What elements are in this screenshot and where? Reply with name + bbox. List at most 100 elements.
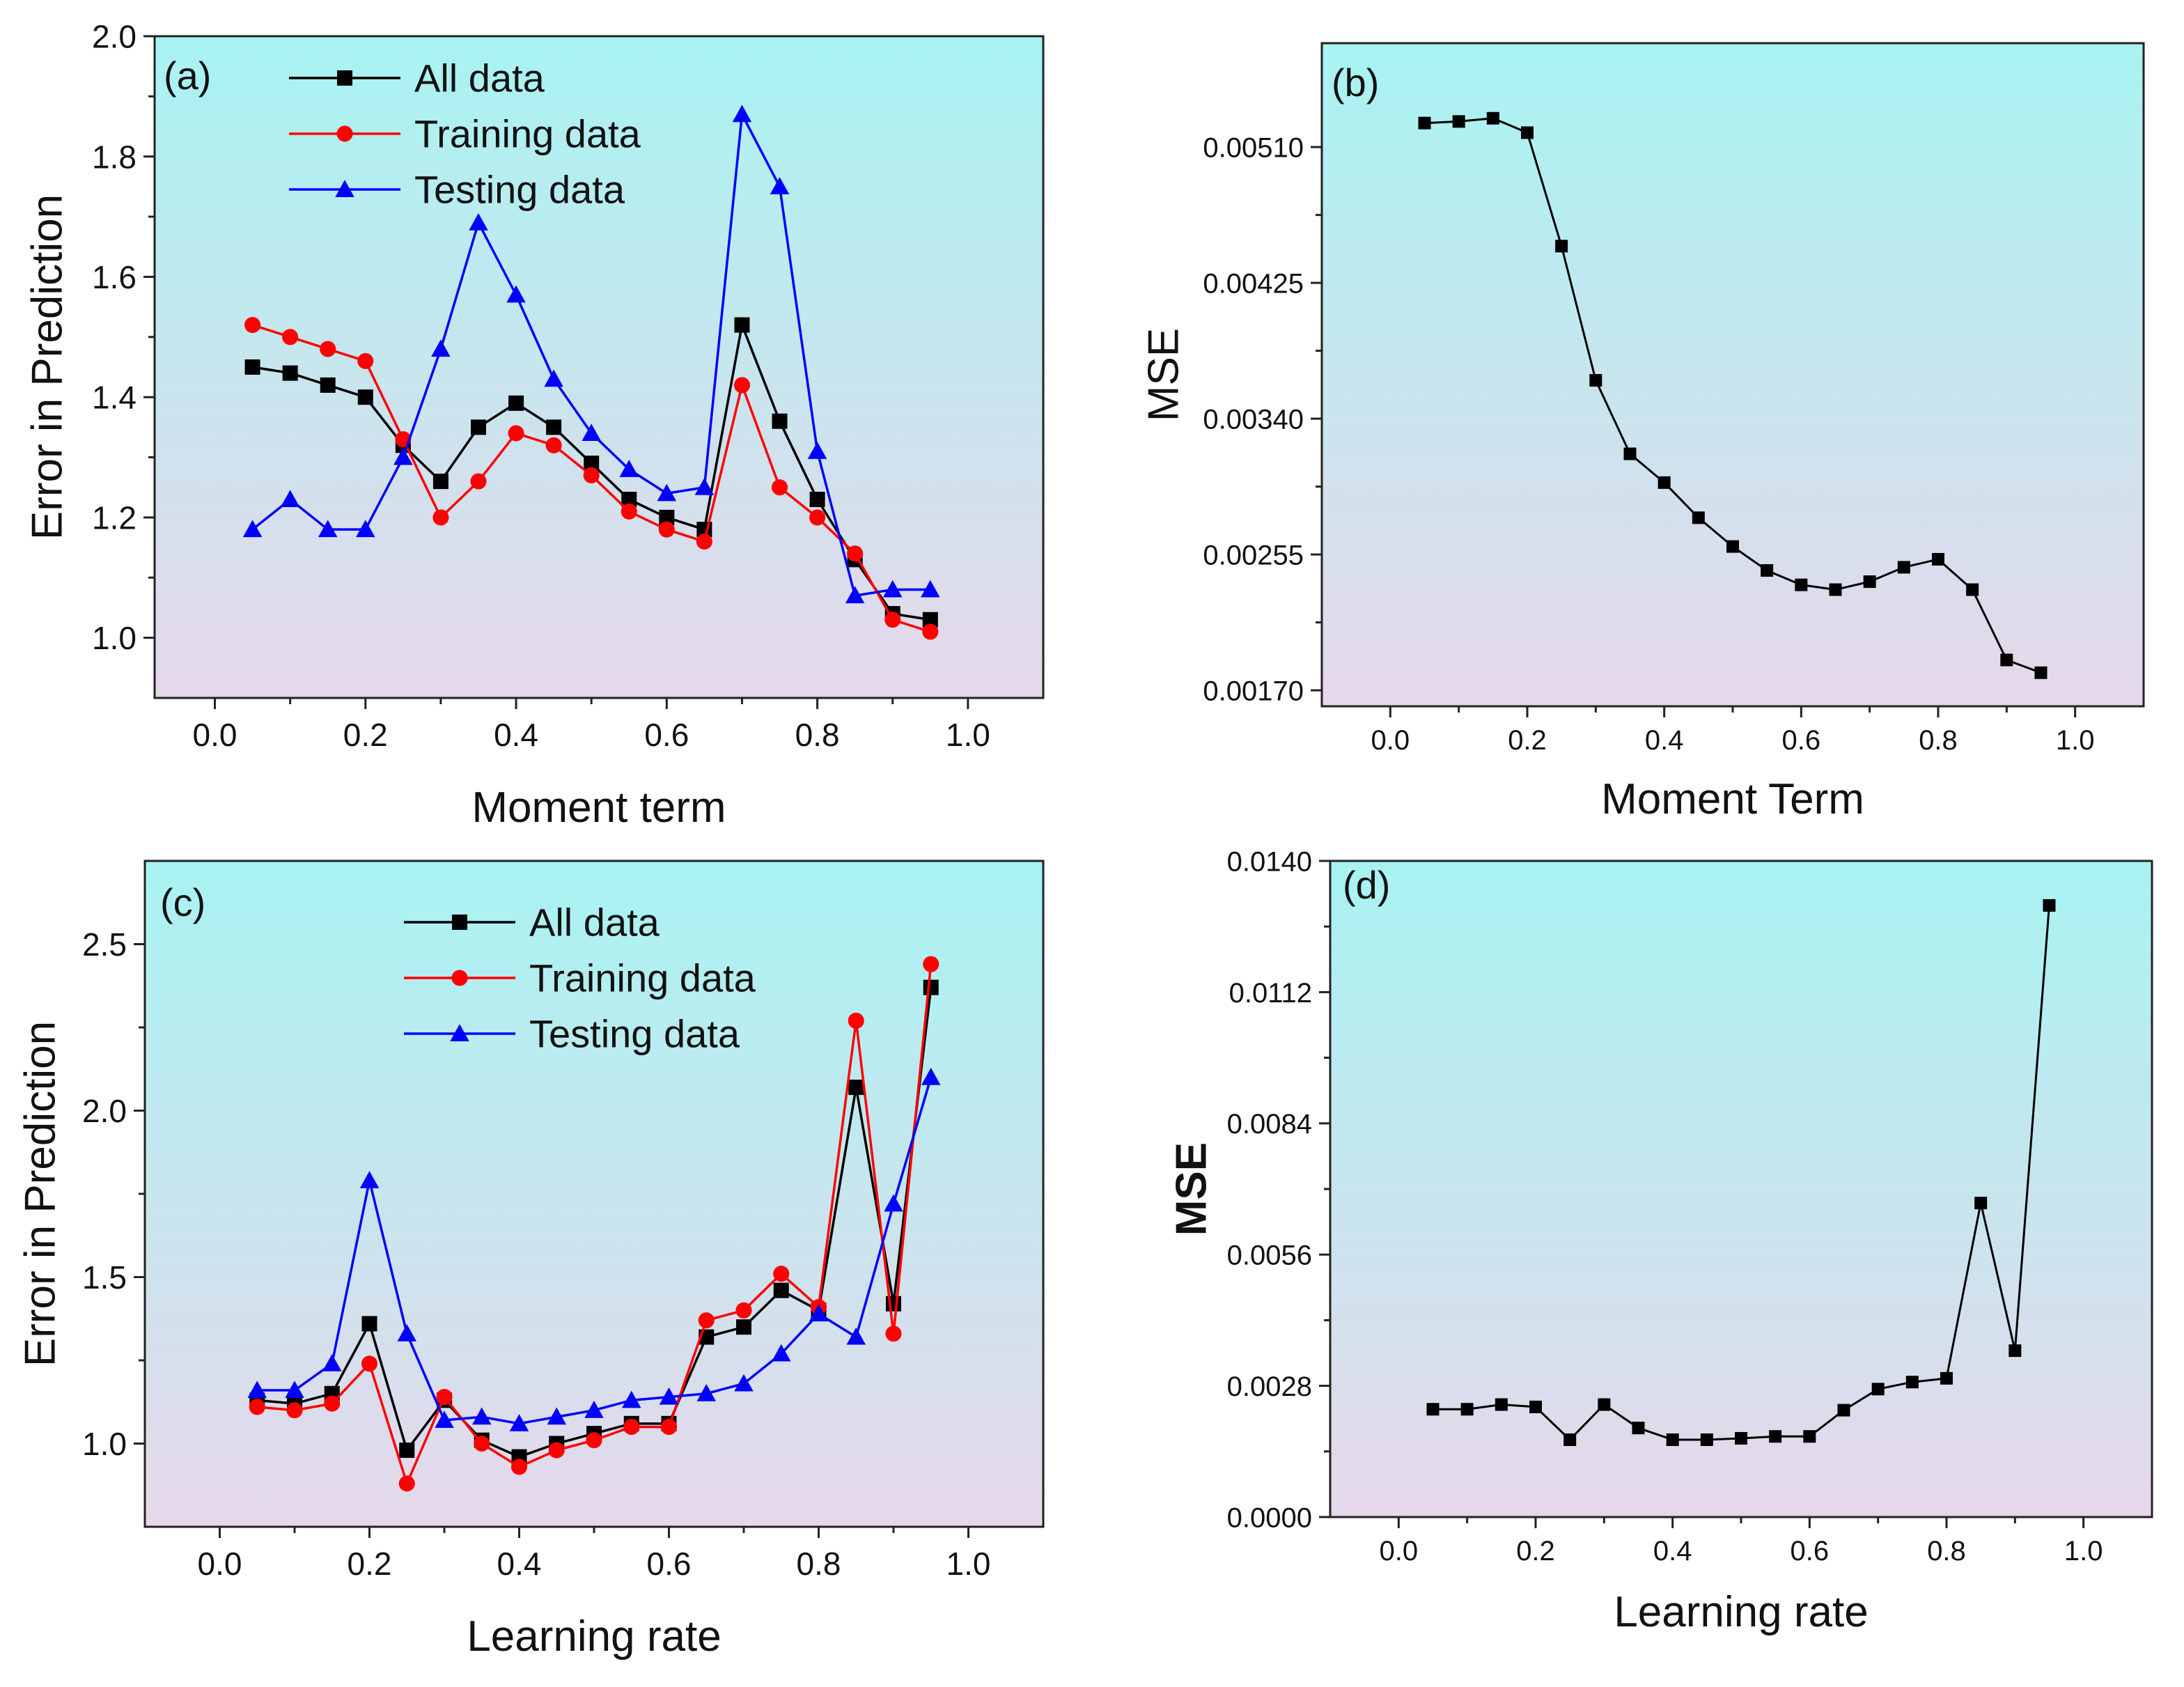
x-tick-label: 0.4 xyxy=(494,717,538,753)
x-tick-label: 0.0 xyxy=(1371,725,1410,756)
data-point xyxy=(771,479,788,496)
x-tick-label: 0.8 xyxy=(1919,725,1958,756)
data-point xyxy=(249,1399,265,1415)
data-point xyxy=(545,437,562,453)
data-point xyxy=(1966,583,1979,596)
data-point xyxy=(772,413,788,429)
y-tick-label: 0.00255 xyxy=(1203,540,1304,570)
y-tick-label: 1.4 xyxy=(92,380,136,416)
data-point xyxy=(320,377,336,393)
legend-marker xyxy=(336,125,353,142)
x-tick-label: 0.4 xyxy=(1653,1536,1692,1566)
data-point xyxy=(885,1326,902,1342)
data-point xyxy=(582,423,601,441)
data-point xyxy=(733,377,751,394)
data-point xyxy=(659,1387,679,1405)
data-point xyxy=(1521,126,1534,139)
data-point xyxy=(2034,666,2048,679)
data-point xyxy=(884,1194,903,1212)
data-point xyxy=(280,490,300,507)
legend-label: Testing data xyxy=(414,168,625,212)
data-point xyxy=(773,1266,790,1282)
panel-label: (c) xyxy=(160,880,205,924)
data-point xyxy=(544,369,563,387)
data-point xyxy=(247,1381,267,1399)
data-point xyxy=(732,104,752,123)
data-point xyxy=(282,365,298,381)
data-point xyxy=(286,1402,303,1419)
data-point xyxy=(845,586,865,604)
y-tick-label: 1.8 xyxy=(92,139,136,175)
data-point xyxy=(361,1316,377,1332)
data-point xyxy=(621,503,637,520)
data-point xyxy=(921,580,940,598)
data-point xyxy=(436,1389,453,1406)
data-point xyxy=(1871,1383,1885,1396)
x-tick-label: 0.2 xyxy=(343,717,388,753)
series-mse xyxy=(1418,111,2048,679)
data-point xyxy=(1486,111,1499,125)
data-point xyxy=(770,177,790,194)
data-point xyxy=(506,285,526,303)
data-point xyxy=(621,492,637,507)
data-point xyxy=(922,623,939,640)
y-tick-label: 0.0056 xyxy=(1227,1241,1312,1271)
x-axis-label: Moment term xyxy=(471,784,726,832)
data-point xyxy=(1495,1398,1508,1411)
data-point xyxy=(847,545,864,562)
data-point xyxy=(772,1344,791,1362)
data-point xyxy=(508,395,524,411)
legend-label: Testing data xyxy=(529,1012,740,1056)
data-point xyxy=(393,447,413,465)
data-point xyxy=(244,316,261,334)
data-point xyxy=(809,1304,829,1322)
data-point xyxy=(469,212,488,231)
legend-marker xyxy=(335,180,354,197)
data-point xyxy=(659,509,675,525)
plot-frame xyxy=(153,35,1045,699)
data-point xyxy=(2043,899,2056,912)
y-tick-label: 2.0 xyxy=(92,19,136,55)
y-tick-label: 1.0 xyxy=(82,1426,127,1462)
data-point xyxy=(734,317,750,333)
legend-marker xyxy=(337,70,352,86)
data-point xyxy=(658,521,675,538)
data-point xyxy=(510,1459,528,1475)
data-point xyxy=(2008,1344,2022,1358)
data-point xyxy=(1803,1430,1816,1443)
x-tick-label: 0.2 xyxy=(348,1546,392,1582)
data-point xyxy=(623,1419,640,1436)
data-point xyxy=(807,442,827,459)
panel-c: 0.0 0.2 0.4 0.6 0.8 1.0 1.0 1.5 2.0 2.5 Learning r… xyxy=(16,860,1045,1661)
data-point xyxy=(884,612,901,628)
x-tick-label: 0.6 xyxy=(644,717,689,753)
data-point xyxy=(398,1475,415,1492)
data-point xyxy=(1666,1433,1679,1446)
data-point xyxy=(1623,447,1637,460)
legend: All data Training data Testing data xyxy=(289,56,641,212)
data-point xyxy=(1658,476,1671,489)
data-point xyxy=(431,339,451,357)
x-tick-label: 1.0 xyxy=(2064,1536,2103,1566)
data-point xyxy=(773,1282,789,1298)
y-tick-label: 2.5 xyxy=(82,926,127,963)
data-point xyxy=(1837,1404,1850,1417)
data-point xyxy=(1863,575,1876,589)
x-tick-label: 0.6 xyxy=(1782,725,1821,756)
data-point xyxy=(472,1407,492,1425)
data-point xyxy=(736,1319,751,1335)
data-point xyxy=(1426,1403,1440,1416)
data-point xyxy=(318,520,338,538)
y-axis-label: MSE xyxy=(1139,328,1187,421)
data-point xyxy=(1632,1422,1645,1435)
data-point xyxy=(848,1080,864,1096)
data-point xyxy=(923,979,939,995)
data-point xyxy=(1460,1403,1474,1416)
data-point xyxy=(1932,552,1944,566)
data-point xyxy=(356,520,375,538)
data-point xyxy=(2000,653,2013,667)
data-point xyxy=(242,520,263,538)
data-point xyxy=(848,1012,864,1029)
data-point xyxy=(1761,564,1774,577)
series-all-data xyxy=(244,317,938,628)
